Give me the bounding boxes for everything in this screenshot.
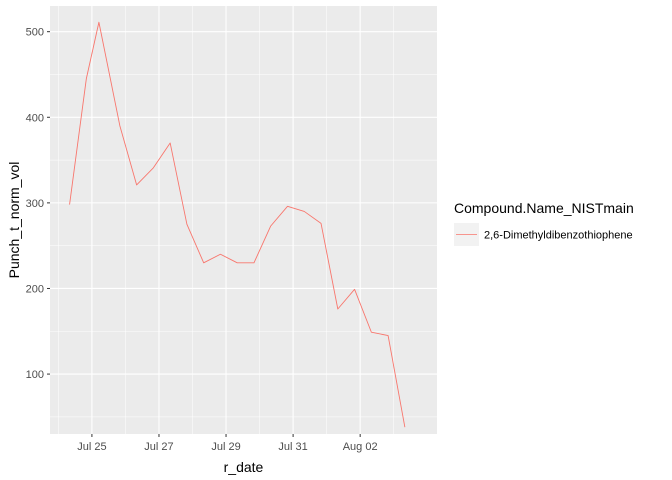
x-axis-title: r_date [224,459,264,475]
x-axis: Jul 25 Jul 27 Jul 29 Jul 31 Aug 02 [77,434,378,453]
series-line [69,21,406,428]
y-tick-label: 300 [26,198,44,210]
legend-title: Compound.Name_NISTmain [454,200,634,216]
legend: Compound.Name_NISTmain 2,6-Dimethyldiben… [454,200,634,246]
y-axis-title: Punch_t_norm_vol [6,162,22,279]
y-tick-label: 200 [26,283,44,295]
minor-gridlines [50,6,437,434]
x-tick-label: Jul 29 [211,441,240,453]
y-tick-label: 500 [26,27,44,39]
x-tick-label: Jul 31 [278,441,307,453]
y-axis: 100 200 300 400 500 [26,27,50,381]
x-tick-label: Jul 25 [77,441,106,453]
plot-panel [50,6,437,434]
series-layer [69,21,406,428]
y-tick-label: 100 [26,369,44,381]
x-tick-label: Jul 27 [144,441,173,453]
major-gridlines [50,6,437,434]
legend-label: 2,6-Dimethyldibenzothiophene [484,230,633,242]
y-tick-label: 400 [26,112,44,124]
x-tick-label: Aug 02 [343,441,378,453]
